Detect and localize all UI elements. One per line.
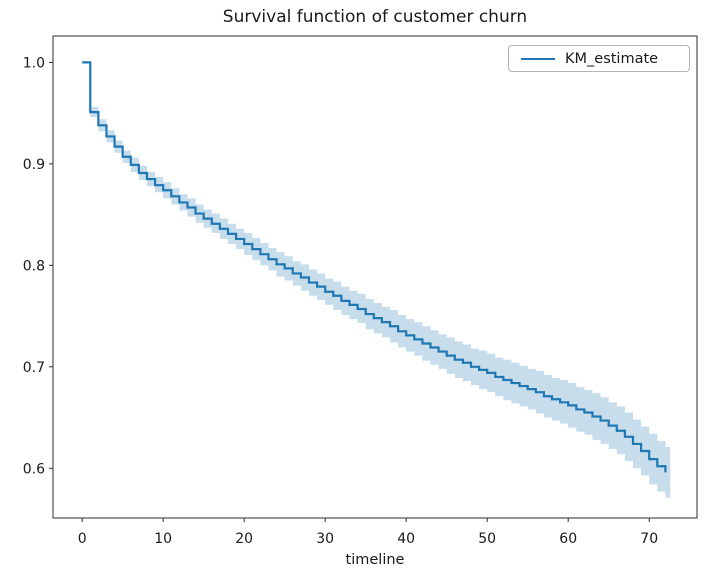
- x-axis-label: timeline: [345, 552, 405, 568]
- y-tick-label: 0.8: [23, 258, 45, 274]
- x-tick-label: 70: [640, 531, 658, 547]
- y-tick-label: 1.0: [23, 55, 45, 71]
- km-line: [82, 61, 667, 473]
- x-tick-label: 40: [397, 531, 415, 547]
- x-tick-label: 30: [316, 531, 334, 547]
- y-tick-label: 0.9: [23, 157, 45, 173]
- axes-box: [52, 35, 698, 519]
- y-tick-label: 0.7: [23, 360, 45, 376]
- confidence-band: [90, 107, 671, 498]
- chart-title: Survival function of customer churn: [222, 7, 528, 27]
- x-tick-label: 0: [78, 531, 87, 547]
- x-tick-label: 20: [235, 531, 253, 547]
- legend-line-sample: [521, 57, 555, 60]
- x-tick-label: 10: [154, 531, 172, 547]
- legend-label: KM_estimate: [565, 50, 659, 67]
- x-tick-label: 50: [478, 531, 496, 547]
- x-tick-label: 60: [559, 531, 577, 547]
- y-tick-label: 0.6: [23, 461, 45, 477]
- legend: KM_estimate: [508, 45, 690, 72]
